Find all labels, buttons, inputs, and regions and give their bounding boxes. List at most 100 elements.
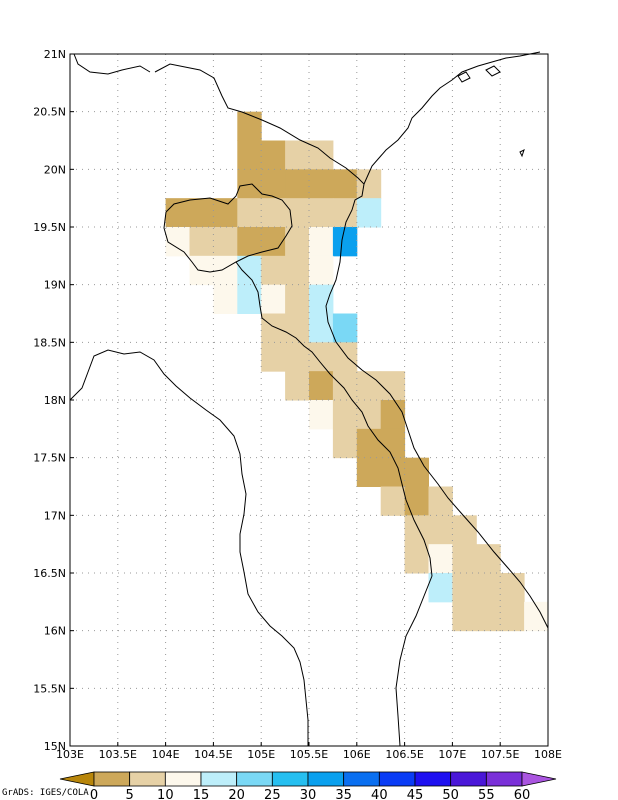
y-tick-label: 16N [44, 625, 66, 638]
x-tick-label: 107.5E [481, 748, 519, 761]
data-cell [261, 342, 286, 372]
colorbar-label: 35 [335, 788, 352, 800]
data-cell [380, 371, 406, 401]
data-cell [237, 255, 262, 286]
grads-credit: GrADS: IGES/COLA [2, 788, 89, 798]
data-cell [285, 313, 310, 343]
data-cell [189, 227, 214, 257]
x-tick-label: 105.5E [290, 748, 328, 761]
colorbar-label: 45 [407, 788, 424, 800]
colorbar-label: 0 [90, 788, 98, 800]
coastlines-borders [69, 51, 549, 747]
colorbar-label: 15 [193, 788, 210, 800]
x-tick-labels: 103E 103.5E 104E 104.5E 105E 105.5E 106E 106.5E… [56, 742, 562, 761]
data-cell [332, 428, 358, 459]
data-cell [213, 198, 238, 228]
colorbar-segment [200, 771, 238, 787]
data-cell [452, 601, 477, 632]
coastline [154, 63, 549, 629]
data-cell [356, 400, 382, 430]
data-cell [261, 313, 286, 343]
colorbar-segment [450, 771, 487, 787]
data-cell [309, 284, 334, 314]
border-north [73, 53, 151, 75]
data-cell [237, 284, 262, 314]
y-tick-label: 20.5N [33, 106, 66, 119]
data-cell [332, 198, 358, 228]
colorbar-label: 40 [371, 788, 388, 800]
y-tick-label: 17.5N [33, 452, 66, 465]
data-cell [237, 111, 262, 141]
colorbar-segment [93, 771, 131, 787]
data-cell [285, 342, 310, 372]
data-cell [309, 140, 334, 170]
data-cell [380, 400, 406, 430]
data-cell [428, 486, 453, 516]
y-tick-label: 16.5N [33, 567, 66, 580]
y-tick-label: 19.5N [33, 221, 66, 234]
data-cell [213, 284, 238, 314]
data-cell [452, 573, 477, 603]
data-cell [309, 342, 334, 372]
data-cell [309, 227, 334, 257]
y-tick-label: 17N [44, 509, 66, 522]
border-laos-vn-south [235, 261, 433, 577]
data-cell [285, 198, 310, 228]
x-tick-label: 106E [343, 748, 371, 761]
data-cell [237, 227, 262, 257]
colorbar-segment [414, 771, 452, 787]
border-laos-vn [163, 183, 293, 273]
colorbar-label: 25 [264, 788, 281, 800]
colorbar-label: 30 [300, 788, 317, 800]
data-cell [332, 313, 358, 343]
data-cell [380, 486, 406, 516]
data-cell [309, 400, 334, 430]
data-cell [332, 371, 358, 401]
data-cell [476, 601, 501, 632]
colorbar-label: 5 [126, 788, 134, 800]
data-cell [404, 544, 429, 574]
x-tick-label: 104E [152, 748, 180, 761]
data-cell [237, 140, 262, 170]
colorbar-segment [378, 771, 416, 787]
colorbar-segment [485, 771, 523, 787]
data-cells [165, 111, 549, 632]
data-cell [189, 198, 214, 228]
colorbar-label: 60 [514, 788, 531, 800]
data-cell [404, 515, 429, 545]
data-cell [309, 371, 334, 401]
data-cell [356, 428, 382, 459]
y-tick-label: 20N [44, 163, 66, 176]
data-cell [309, 198, 334, 228]
data-cell [476, 573, 501, 603]
island [485, 65, 501, 77]
x-tick-label: 103E [56, 748, 84, 761]
coastline-north [363, 51, 541, 185]
data-cell [332, 342, 358, 372]
data-cell [237, 198, 262, 228]
colorbar-label: 55 [478, 788, 495, 800]
y-tick-label: 18.5N [33, 336, 66, 349]
x-tick-label: 104.5E [194, 748, 232, 761]
data-cell [500, 573, 525, 603]
data-cell [309, 313, 334, 343]
colorbar-segment [129, 771, 166, 787]
data-cell [500, 601, 525, 632]
colorbar-over-triangle [521, 771, 557, 787]
y-tick-label: 21N [44, 48, 66, 61]
data-cell [452, 544, 477, 574]
colorbar-under-triangle [59, 771, 95, 787]
data-cell [380, 428, 406, 459]
data-cell [261, 169, 286, 199]
data-cell [261, 198, 286, 228]
y-tick-label: 19N [44, 279, 66, 292]
data-cell [428, 515, 453, 545]
colorbar: 0 5 10 15 20 25 30 35 40 45 50 55 60 [59, 771, 557, 800]
y-tick-label: 15.5N [33, 682, 66, 695]
data-cell [404, 486, 429, 516]
data-cell [428, 544, 453, 574]
x-tick-label: 108E [534, 748, 562, 761]
border-laos-th [69, 349, 309, 746]
data-cell [285, 284, 310, 314]
x-tick-label: 103.5E [99, 748, 137, 761]
